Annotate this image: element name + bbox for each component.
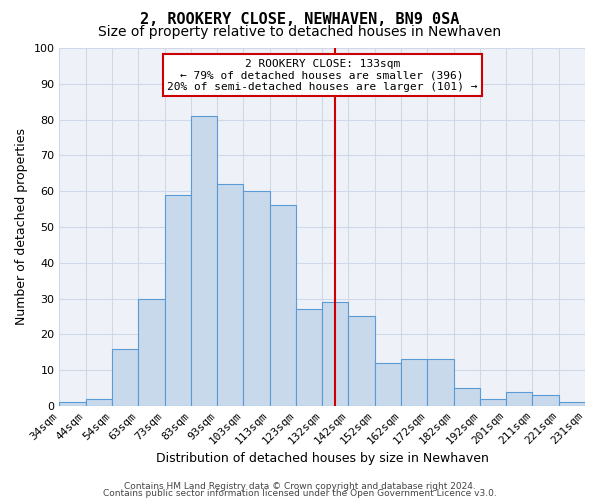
Bar [217, 184, 244, 406]
Bar [427, 360, 454, 406]
Bar [532, 395, 559, 406]
Bar [86, 398, 112, 406]
Bar [480, 398, 506, 406]
Bar [454, 388, 480, 406]
Bar [244, 191, 269, 406]
Text: Contains HM Land Registry data © Crown copyright and database right 2024.: Contains HM Land Registry data © Crown c… [124, 482, 476, 491]
Y-axis label: Number of detached properties: Number of detached properties [15, 128, 28, 326]
Bar [349, 316, 375, 406]
Bar [269, 206, 296, 406]
Text: Size of property relative to detached houses in Newhaven: Size of property relative to detached ho… [98, 25, 502, 39]
Bar [112, 348, 138, 406]
Bar [375, 363, 401, 406]
Bar [559, 402, 585, 406]
Bar [59, 402, 86, 406]
Bar [164, 194, 191, 406]
X-axis label: Distribution of detached houses by size in Newhaven: Distribution of detached houses by size … [156, 452, 488, 465]
Bar [296, 309, 322, 406]
Bar [401, 360, 427, 406]
Bar [506, 392, 532, 406]
Text: 2 ROOKERY CLOSE: 133sqm
← 79% of detached houses are smaller (396)
20% of semi-d: 2 ROOKERY CLOSE: 133sqm ← 79% of detache… [167, 58, 478, 92]
Bar [138, 298, 164, 406]
Text: Contains public sector information licensed under the Open Government Licence v3: Contains public sector information licen… [103, 489, 497, 498]
Text: 2, ROOKERY CLOSE, NEWHAVEN, BN9 0SA: 2, ROOKERY CLOSE, NEWHAVEN, BN9 0SA [140, 12, 460, 28]
Bar [322, 302, 349, 406]
Bar [191, 116, 217, 406]
